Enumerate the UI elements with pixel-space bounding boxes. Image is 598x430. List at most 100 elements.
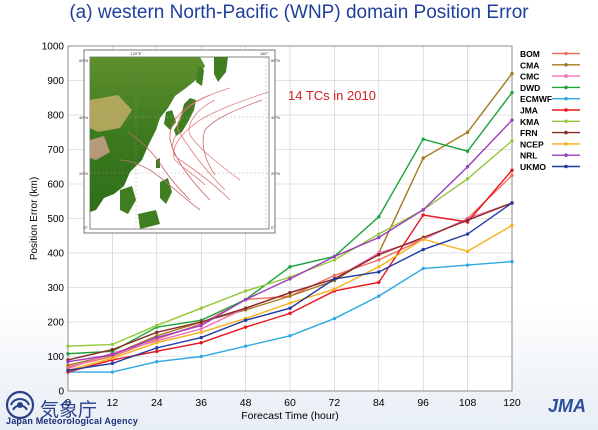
y-tick-label: 0 — [58, 387, 64, 398]
tc-track — [119, 159, 201, 211]
y-tick-label: 400 — [47, 249, 64, 260]
data-point-ukmo — [243, 318, 248, 322]
y-tick-label: 600 — [47, 180, 64, 191]
legend-label: ECMWF — [520, 94, 552, 104]
data-point-frn — [465, 218, 470, 222]
data-point-ukmo — [288, 306, 292, 310]
x-tick-label: 60 — [284, 397, 296, 409]
legend-marker — [564, 85, 568, 90]
data-point-nrl — [66, 359, 70, 364]
data-point-ukmo — [199, 335, 203, 340]
legend-label: UKMO — [520, 162, 546, 172]
data-point-ecmwf — [421, 266, 425, 271]
lat-label: 0° — [271, 225, 275, 230]
data-point-ecmwf — [288, 334, 292, 338]
data-point-nrl — [110, 353, 115, 357]
legend-label: CMA — [520, 60, 539, 70]
data-point-cmc — [199, 327, 203, 331]
data-point-jma — [510, 168, 514, 172]
data-point-cma — [421, 156, 425, 160]
lat-label: 40°N — [79, 115, 88, 120]
tc-track — [188, 99, 241, 181]
data-point-ukmo — [510, 201, 514, 205]
y-tick-label: 200 — [47, 318, 64, 329]
borneo — [138, 210, 160, 229]
data-point-ncep — [510, 223, 514, 228]
tc-track — [172, 134, 231, 201]
legend-label: JMA — [520, 106, 538, 116]
lat-label: 20°N — [79, 171, 88, 176]
sakhalin — [196, 66, 204, 86]
data-point-nrl — [421, 208, 425, 212]
data-point-frn — [110, 347, 115, 352]
inset-map: 120°E 180° 60°N 40°N 20°N 0° 60°N 40°N 2… — [79, 49, 280, 234]
lat-label: 0° — [84, 225, 88, 230]
data-point-ukmo — [155, 346, 159, 350]
tc-track — [202, 99, 263, 176]
asia-landmass — [90, 57, 205, 212]
legend-marker — [564, 51, 568, 56]
x-tick-label: 72 — [329, 397, 341, 409]
data-point-ncep — [421, 237, 425, 241]
data-point-ncep — [110, 356, 115, 360]
x-tick-label: 12 — [107, 397, 119, 409]
x-tick-label: 24 — [151, 397, 163, 409]
data-point-jma — [288, 311, 292, 316]
legend-marker — [564, 130, 568, 135]
lat-label: 60°N — [79, 58, 88, 63]
data-point-kma — [243, 289, 248, 293]
legend-label: CMC — [520, 72, 539, 82]
data-point-ukmo — [465, 232, 470, 236]
agency-name: Japan Meteorological Agency — [6, 416, 139, 426]
legend-label: NRL — [520, 151, 537, 161]
x-tick-label: 0 — [65, 397, 71, 409]
data-point-kma — [465, 177, 470, 181]
data-point-ecmwf — [465, 263, 470, 267]
data-point-jma — [421, 213, 425, 217]
data-point-ecmwf — [199, 354, 203, 359]
data-point-nrl — [155, 335, 159, 340]
indochina — [120, 186, 136, 214]
data-point-kma — [110, 342, 115, 347]
legend-label: FRN — [520, 128, 537, 138]
y-tick-label: 500 — [47, 214, 64, 225]
tc-tracks — [119, 87, 269, 211]
tc-track — [127, 131, 191, 201]
data-point-frn — [288, 290, 292, 295]
data-point-nrl — [465, 165, 470, 169]
data-point-dwd — [465, 149, 470, 153]
data-point-ecmwf — [332, 316, 337, 321]
tc-count-annotation: 14 TCs in 2010 — [288, 88, 376, 103]
data-point-ecmwf — [377, 294, 381, 298]
legend-label: DWD — [520, 83, 540, 93]
data-point-ecmwf — [243, 344, 248, 348]
data-point-kma — [377, 232, 381, 236]
legend-label: KMA — [520, 117, 539, 127]
data-point-dwd — [66, 352, 70, 356]
y-tick-label: 100 — [47, 352, 64, 363]
data-point-frn — [155, 330, 159, 335]
lon-label: 120°E — [131, 51, 142, 56]
data-point-jma — [243, 325, 248, 329]
data-point-kma — [332, 258, 337, 262]
data-point-dwd — [510, 90, 514, 95]
data-point-ukmo — [66, 368, 70, 372]
jma-logo-icon — [5, 390, 35, 420]
data-point-kma — [66, 344, 70, 348]
data-point-bom — [332, 273, 337, 278]
graticule — [90, 57, 269, 229]
data-point-nrl — [377, 235, 381, 240]
legend-marker — [564, 63, 568, 67]
data-point-ecmwf — [510, 259, 514, 264]
data-point-ncep — [377, 265, 381, 269]
data-point-nrl — [332, 254, 337, 259]
data-point-ncep — [332, 287, 337, 291]
lat-label: 60°N — [271, 58, 280, 63]
legend-label: NCEP — [520, 139, 544, 149]
legend-label: BOM — [520, 49, 540, 59]
data-point-jma — [377, 280, 381, 285]
x-tick-label: 120 — [503, 397, 521, 409]
data-point-kma — [199, 306, 203, 310]
